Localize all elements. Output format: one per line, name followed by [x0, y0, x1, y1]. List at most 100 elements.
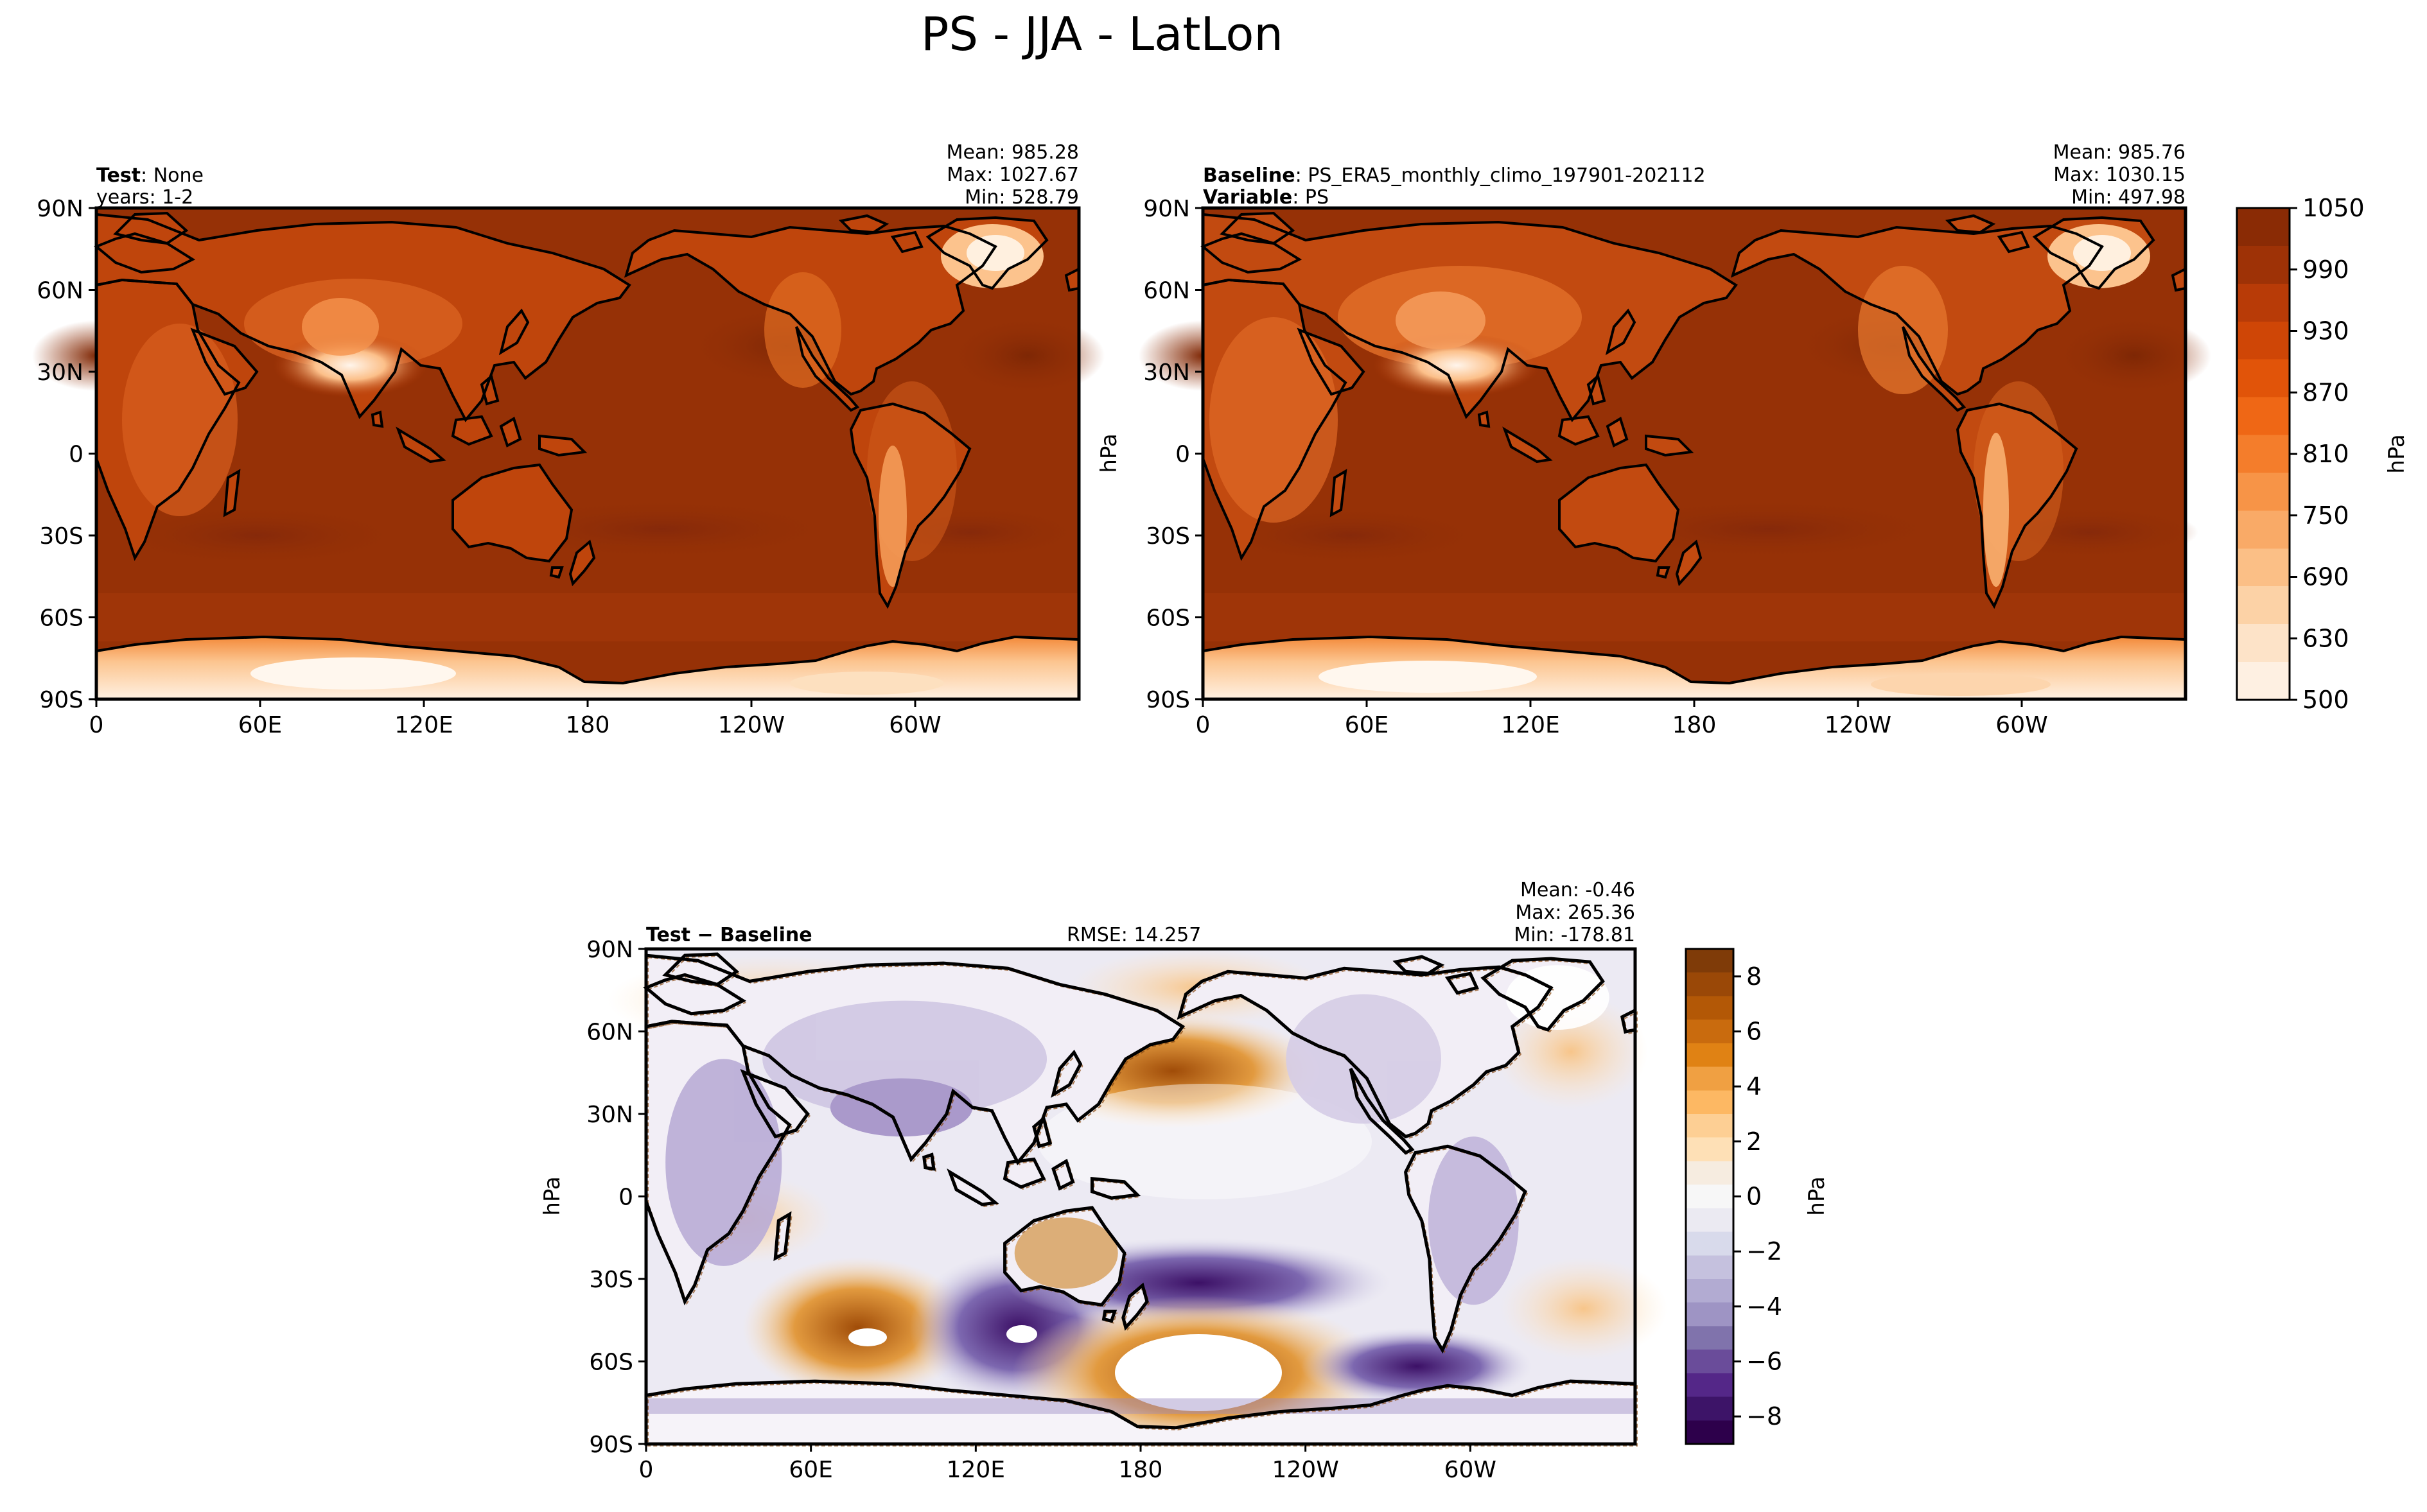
panel-diff-max: Max: 265.36: [1515, 901, 1635, 924]
x-tick-label: 0: [89, 712, 104, 738]
x-tick-label: 60W: [1444, 1457, 1496, 1483]
panel-baseline-label: Baseline: PS_ERA5_monthly_climo_197901-2…: [1203, 164, 1706, 187]
x-axis-baseline: 0 60E 120E 180 120W 60W: [1196, 699, 2048, 738]
panel-test-label-value: None: [153, 164, 204, 187]
x-tick-label: 180: [1672, 712, 1717, 738]
colorbar-tick-label: 690: [2302, 563, 2349, 591]
x-tick-label: 120W: [1825, 712, 1891, 738]
colorbar-tick-label: 6: [1746, 1018, 1762, 1046]
colorbar-tick-label: 8: [1746, 962, 1762, 991]
figure-title: PS - JJA - LatLon: [921, 7, 1283, 61]
panel-diff: 90N 60N 30N 0 30S 60S 90S 0 60E 120E 180 120W 60W h…: [539, 879, 1667, 1483]
y-axis-test: 90N 60N 30N 0 30S 60S 90S: [37, 196, 96, 713]
x-tick-label: 0: [639, 1457, 654, 1483]
y-axis-diff: 90N 60N 30N 0 30S 60S 90S: [586, 937, 646, 1458]
panel-test: 90N 60N 30N 0 30S 60S 90S 0 60E 120E 180 120W 60W T…: [32, 141, 1105, 738]
colorbar-tick-label: −8: [1746, 1402, 1782, 1430]
y-tick-label: 30S: [39, 523, 83, 550]
x-axis-test: 0 60E 120E 180 120W 60W: [89, 699, 942, 738]
diff-colorbar: 8 6 4 2 0 −2 −4 −6 −8 hPa: [1685, 948, 1830, 1445]
panel-test-label-bold: Test: [96, 164, 141, 187]
panel-baseline-min: Min: 497.98: [2071, 186, 2186, 209]
colorbar-tick-label: 2: [1746, 1127, 1762, 1156]
panel-baseline-variable-value: PS: [1305, 186, 1329, 209]
colorbar-tick-label: 500: [2302, 686, 2349, 714]
x-tick-label: 60E: [238, 712, 283, 738]
x-tick-label: 60E: [1345, 712, 1389, 738]
x-tick-label: 180: [566, 712, 610, 738]
colorbar-tick-label: 990: [2302, 256, 2349, 284]
panel-baseline-label-value: PS_ERA5_monthly_climo_197901-202112: [1308, 164, 1705, 187]
y-tick-label: 30S: [589, 1267, 633, 1293]
colorbar-tick-label: −4: [1746, 1292, 1782, 1321]
y-tick-label: 60S: [589, 1350, 633, 1376]
panel-diff-label: Test − Baseline: [646, 924, 812, 946]
colorbar-tick-label: −6: [1746, 1348, 1782, 1376]
y-tick-label: 0: [1175, 442, 1190, 468]
colorbar-tick-label: −2: [1746, 1237, 1782, 1265]
colorbar-tick-label: 750: [2302, 501, 2349, 530]
y-tick-label: 60N: [586, 1020, 633, 1046]
panel-test-mean: Mean: 985.28: [947, 141, 1079, 164]
y-tick-label: 90S: [589, 1432, 633, 1458]
y-tick-label: 60N: [37, 278, 83, 304]
panel-baseline-mean: Mean: 985.76: [2053, 141, 2186, 164]
ps-colorbar-fill: [2236, 207, 2291, 701]
y-tick-label: 90N: [586, 937, 633, 963]
y-tick-label: 90N: [37, 196, 83, 222]
panel-diff-mean: Mean: -0.46: [1520, 879, 1635, 901]
map-diff: [608, 947, 1667, 1450]
y-axis-baseline: 90N 60N 30N 0 30S 60S 90S: [1143, 196, 1203, 713]
x-tick-label: 60E: [789, 1457, 833, 1483]
y-tick-label: 0: [618, 1185, 633, 1211]
x-tick-label: 120E: [394, 712, 453, 738]
panel-baseline-variable-bold: Variable: [1203, 186, 1292, 209]
x-tick-label: 60W: [889, 712, 941, 738]
panel-baseline-label-bold: Baseline: [1203, 164, 1295, 187]
map-baseline: [1139, 206, 2211, 701]
y-tick-label: 30S: [1146, 523, 1190, 550]
ps-colorbar-ticks: 1050 990 930 870 810 750 690 630 500: [2290, 194, 2365, 714]
panel-baseline-variable: Variable: PS: [1203, 186, 1329, 209]
y-tick-label: 90N: [1143, 196, 1190, 222]
colorbar-tick-label: 4: [1746, 1072, 1762, 1100]
y-tick-label: 30N: [37, 360, 83, 386]
panel-baseline: 90N 60N 30N 0 30S 60S 90S 0 60E 120E 180 120W 60W h…: [1096, 141, 2211, 738]
x-tick-label: 0: [1196, 712, 1211, 738]
x-tick-label: 60W: [1995, 712, 2047, 738]
y-tick-label: 0: [69, 442, 83, 468]
map-test: [32, 206, 1105, 701]
colorbar-tick-label: 630: [2302, 624, 2349, 652]
x-tick-label: 120E: [947, 1457, 1005, 1483]
colorbar-tick-label: 870: [2302, 378, 2349, 406]
y-tick-label: 90S: [1146, 687, 1190, 713]
colorbar-tick-label: 1050: [2302, 194, 2365, 222]
panel-test-max: Max: 1027.67: [947, 164, 1079, 186]
y-tick-label: 30N: [586, 1102, 633, 1128]
colorbar-tick-label: 810: [2302, 440, 2349, 468]
x-tick-label: 120W: [1272, 1457, 1339, 1483]
ps-colorbar: 1050 990 930 870 810 750 690 630 500 hPa: [2236, 194, 2410, 714]
x-tick-label: 120W: [718, 712, 785, 738]
diff-colorbar-fill: [1685, 948, 1735, 1445]
diff-colorbar-ticks: 8 6 4 2 0 −2 −4 −6 −8: [1733, 962, 1782, 1430]
y-tick-label: 60S: [1146, 605, 1190, 632]
colorbar-tick-label: 0: [1746, 1183, 1762, 1211]
x-tick-label: 120E: [1501, 712, 1559, 738]
colorbar-tick-label: 930: [2302, 317, 2349, 345]
x-axis-diff: 0 60E 120E 180 120W 60W: [639, 1444, 1496, 1483]
panel-baseline-unit: hPa: [1096, 433, 1122, 473]
panel-diff-unit: hPa: [539, 1176, 565, 1215]
diff-colorbar-label: hPa: [1804, 1176, 1830, 1215]
panel-diff-min: Min: -178.81: [1514, 924, 1635, 946]
y-tick-label: 60N: [1143, 278, 1190, 304]
x-tick-label: 180: [1119, 1457, 1163, 1483]
y-tick-label: 60S: [39, 605, 83, 632]
panel-test-min: Min: 528.79: [965, 186, 1079, 209]
ps-colorbar-label: hPa: [2384, 434, 2410, 473]
y-tick-label: 90S: [39, 687, 83, 713]
panel-diff-rmse: RMSE: 14.257: [1067, 924, 1201, 946]
panel-baseline-max: Max: 1030.15: [2053, 164, 2186, 186]
panel-test-label: Test: None: [96, 164, 204, 187]
